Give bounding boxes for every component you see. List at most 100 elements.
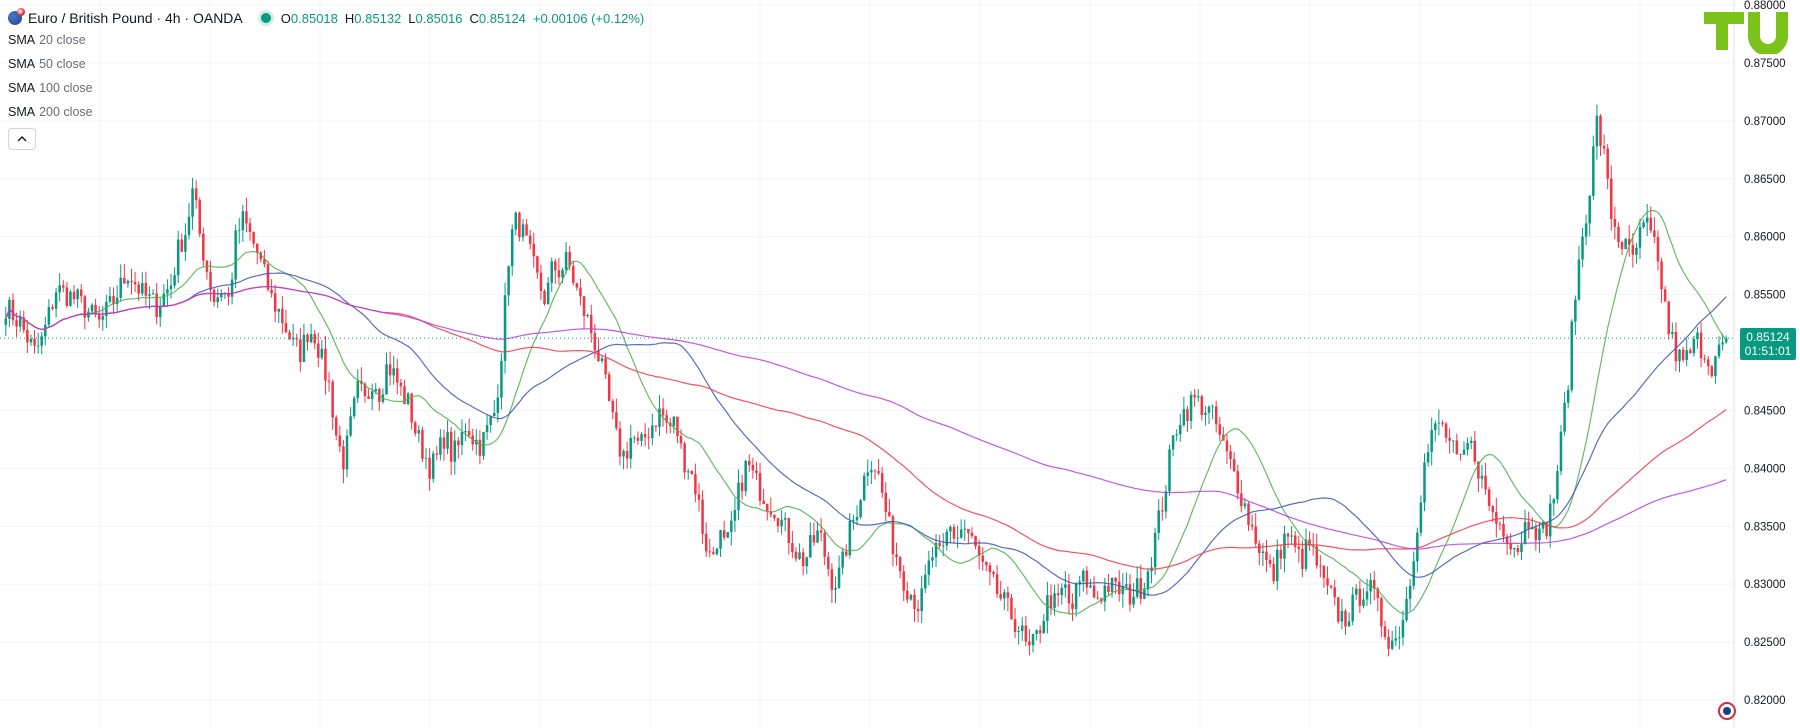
candle-body xyxy=(237,230,241,232)
candle-body xyxy=(1581,236,1584,260)
candle-body xyxy=(58,285,61,293)
candle-body xyxy=(690,471,694,475)
candle-body xyxy=(1017,631,1020,633)
candle-body xyxy=(604,358,607,375)
candle-body xyxy=(241,211,245,231)
symbol-title[interactable]: Euro / British Pound · 4h · OANDA xyxy=(28,10,243,26)
candle-body xyxy=(1419,502,1423,533)
candle-body xyxy=(1132,596,1135,605)
candle-body xyxy=(1042,620,1046,634)
candle-body xyxy=(1563,402,1566,432)
candle-body xyxy=(449,431,453,462)
candle-body xyxy=(69,291,72,306)
candle-body xyxy=(1110,577,1114,593)
candle-body xyxy=(65,287,69,306)
candle-body xyxy=(510,229,514,267)
indicator-sma-100[interactable]: SMA 100 close xyxy=(8,81,93,95)
candle-body xyxy=(1570,321,1574,390)
price-axis[interactable]: 0.88000 0.87500 0.87000 0.86500 0.86000 0.855… xyxy=(1733,0,1786,728)
ohlc-open: O0.85018 xyxy=(280,10,338,26)
candle-body xyxy=(1229,451,1232,460)
candle-body xyxy=(1685,350,1688,360)
candle-body xyxy=(952,527,956,539)
candle-body xyxy=(1326,578,1329,586)
candle-body xyxy=(546,282,550,305)
ohlc-close: C0.85124 xyxy=(469,10,526,26)
candle-body xyxy=(227,293,230,297)
candle-body xyxy=(629,437,633,459)
candle-body xyxy=(184,235,187,252)
candle-body xyxy=(1275,549,1279,582)
candle-body xyxy=(1146,571,1150,590)
candle-body xyxy=(572,266,575,283)
candle-body xyxy=(1071,603,1074,610)
candle-body xyxy=(396,368,399,383)
candle-body xyxy=(1243,503,1247,507)
candle-body xyxy=(1513,548,1516,550)
candle-body xyxy=(385,364,388,395)
candle-body xyxy=(945,531,949,546)
candle-body xyxy=(963,528,967,530)
candle-body xyxy=(1610,178,1613,219)
candle-body xyxy=(783,518,787,520)
candle-body xyxy=(1448,437,1451,441)
candle-body xyxy=(1577,259,1581,300)
candle-body xyxy=(1394,638,1398,641)
candle-body xyxy=(1390,640,1394,649)
candle-body xyxy=(1498,523,1502,525)
candle-body xyxy=(1107,585,1110,593)
indicator-sma-20[interactable]: SMA 20 close xyxy=(8,33,86,47)
candle-body xyxy=(959,529,963,538)
candle-body xyxy=(1092,585,1096,598)
candle-body xyxy=(1516,548,1520,552)
candle-body xyxy=(1638,227,1642,248)
candle-body xyxy=(834,588,837,590)
candle-body xyxy=(424,457,428,459)
candle-body xyxy=(999,593,1002,599)
collapse-legend-button[interactable] xyxy=(8,128,36,150)
candle-body xyxy=(209,271,212,290)
candle-body xyxy=(977,546,981,556)
candle-body xyxy=(1240,493,1243,507)
candle-body xyxy=(758,473,762,501)
tradingview-logo-icon[interactable] xyxy=(1700,8,1790,59)
candle-body xyxy=(1538,528,1541,541)
y-tick-label: 0.88000 xyxy=(1744,0,1786,12)
candle-body xyxy=(1013,619,1017,633)
candle-body xyxy=(579,287,582,297)
candle-body xyxy=(1559,431,1563,472)
candle-body xyxy=(180,239,184,252)
candle-body xyxy=(1372,579,1376,589)
indicator-sma-200[interactable]: SMA 200 close xyxy=(8,105,93,119)
candle-body xyxy=(1430,430,1433,453)
candle-body xyxy=(1602,145,1606,149)
candle-body xyxy=(615,412,618,429)
candle-body xyxy=(931,557,934,561)
candle-body xyxy=(528,235,532,244)
candle-body xyxy=(927,560,931,575)
candle-body xyxy=(76,289,79,300)
candle-body xyxy=(1053,593,1056,609)
candle-body xyxy=(1552,499,1556,504)
candle-body xyxy=(521,224,525,238)
candle-body xyxy=(539,272,543,292)
candle-body xyxy=(798,552,801,559)
candle-body xyxy=(730,520,733,533)
candle-body xyxy=(431,453,435,479)
candle-body xyxy=(970,532,974,536)
sma-line-200 xyxy=(5,286,1727,550)
last-price-label: 0.85124 01:51:01 xyxy=(1740,328,1796,361)
candle-body xyxy=(726,532,729,538)
indicator-sma-50[interactable]: SMA 50 close xyxy=(8,57,86,71)
candle-body xyxy=(665,415,668,423)
candle-body xyxy=(212,289,216,303)
candle-body xyxy=(356,380,360,399)
candle-body xyxy=(913,594,916,609)
candle-body xyxy=(317,343,320,358)
candle-body xyxy=(313,334,316,344)
y-tick-label: 0.83500 xyxy=(1744,521,1786,533)
candle-body xyxy=(1692,339,1696,354)
candle-body xyxy=(967,528,970,533)
candle-body xyxy=(166,289,169,294)
